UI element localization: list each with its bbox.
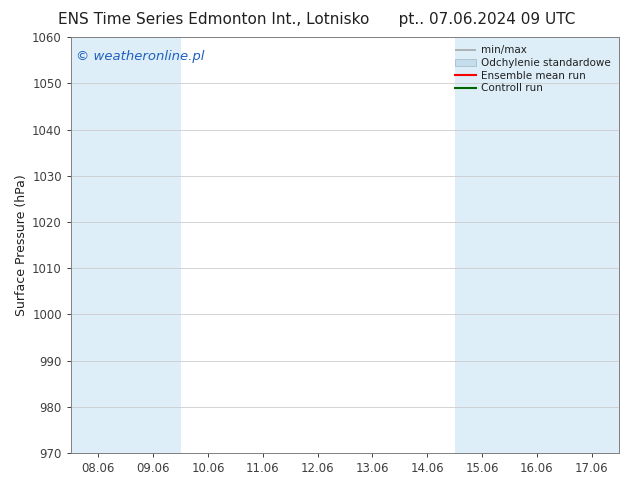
- Text: © weatheronline.pl: © weatheronline.pl: [77, 49, 205, 63]
- Bar: [509, 37, 564, 453]
- Bar: [564, 37, 619, 453]
- Y-axis label: Surface Pressure (hPa): Surface Pressure (hPa): [15, 174, 28, 316]
- Legend: min/max, Odchylenie standardowe, Ensemble mean run, Controll run: min/max, Odchylenie standardowe, Ensembl…: [452, 42, 614, 97]
- Text: ENS Time Series Edmonton Int., Lotnisko      pt.. 07.06.2024 09 UTC: ENS Time Series Edmonton Int., Lotnisko …: [58, 12, 576, 27]
- Bar: [126, 37, 181, 453]
- Bar: [455, 37, 509, 453]
- Bar: [71, 37, 126, 453]
